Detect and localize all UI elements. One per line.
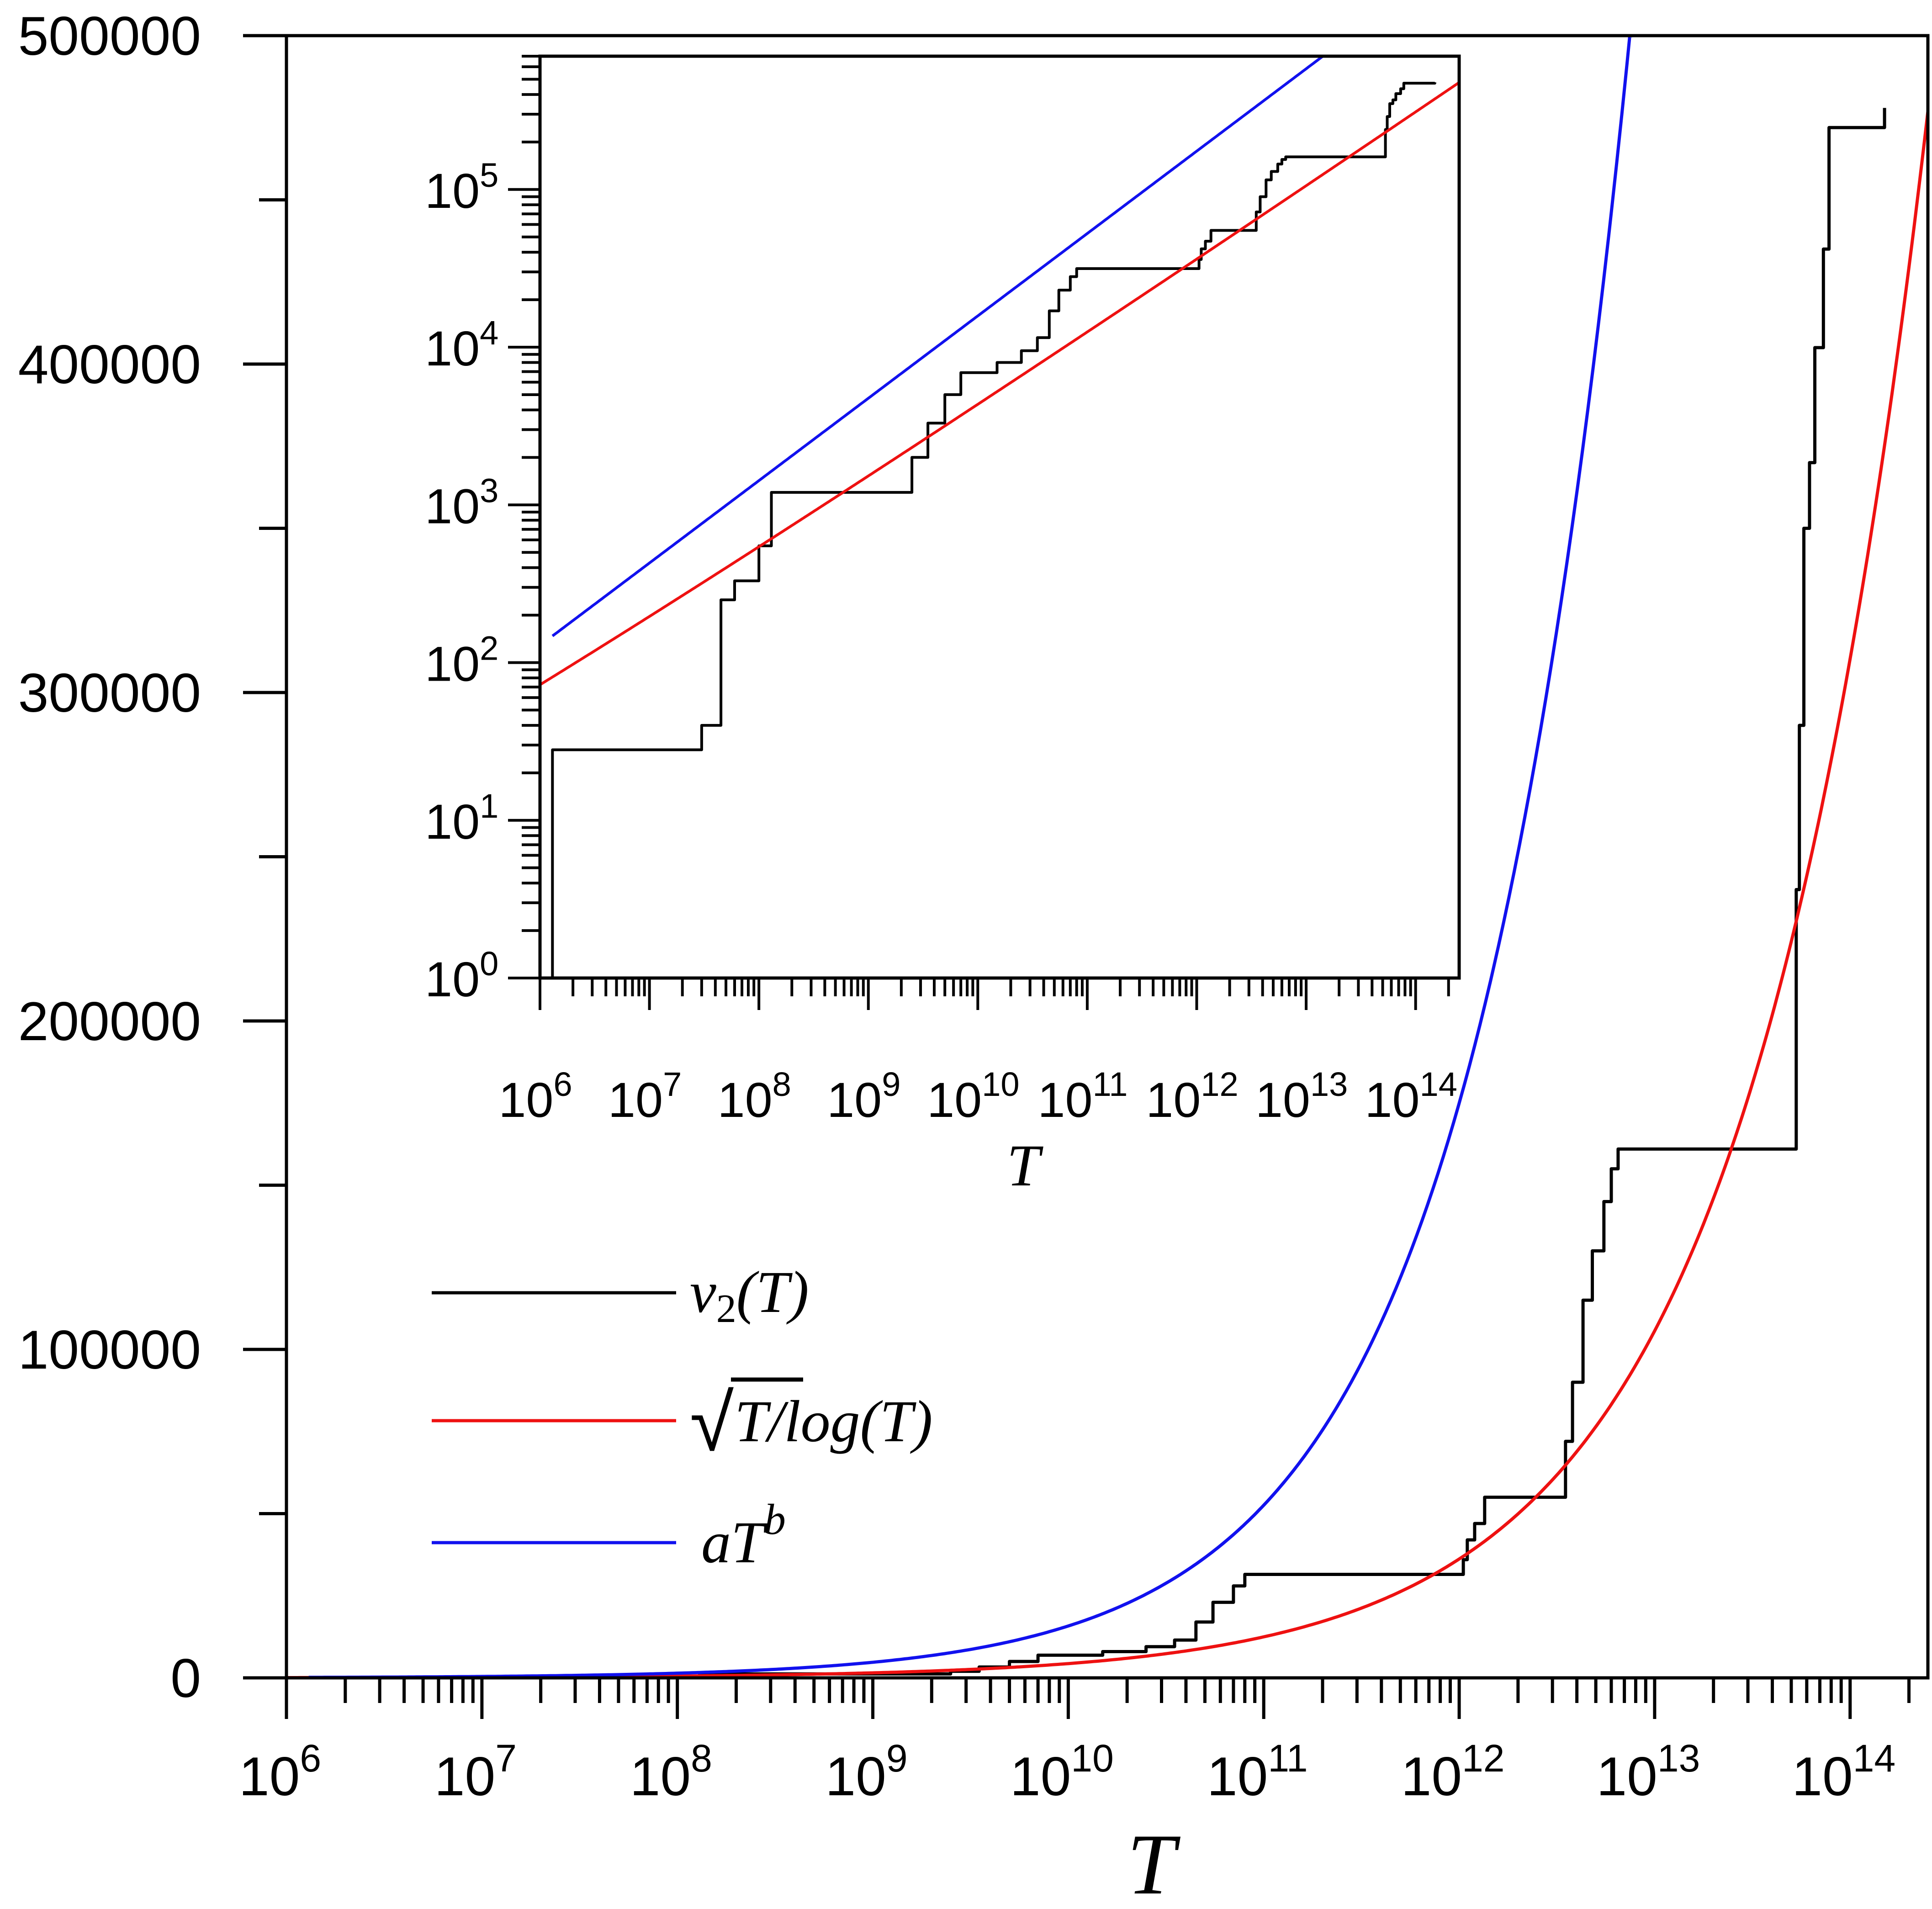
inset-x-tick-label: 1010 — [927, 1065, 1019, 1127]
legend-fit-main: aT — [701, 1510, 768, 1576]
legend-fit-superscript: b — [764, 1495, 786, 1544]
legend-nu2-subscript: 2 — [716, 1287, 736, 1331]
inset-x-tick-label: 1014 — [1365, 1065, 1457, 1127]
main-x-axis-label: T — [1127, 1817, 1180, 1909]
inset-series-layer — [539, 55, 1460, 978]
inset-x-tick-label: 106 — [498, 1065, 572, 1127]
inset-series-nu2 — [551, 82, 1436, 978]
inset-y-tick-label: 102 — [425, 629, 498, 692]
main-series-fit — [308, 34, 1885, 1679]
inset-plot-frame — [538, 54, 1461, 980]
main-y-tick-label: 0 — [170, 1648, 201, 1709]
main-y-ticks — [243, 34, 286, 1680]
inset-y-ticks — [508, 55, 540, 979]
main-x-tick-label: 107 — [434, 1737, 517, 1807]
main-x-tick-label: 1013 — [1596, 1737, 1700, 1807]
legend-sqrt-T: T — [735, 1389, 771, 1454]
inset-y-tick-label: 101 — [425, 787, 498, 849]
main-x-tick-label: 1014 — [1792, 1737, 1895, 1807]
inset-series-sqrt — [539, 81, 1460, 686]
legend-label-nu2: ν2(T) — [690, 1259, 809, 1331]
inset-y-tick-label: 104 — [425, 314, 498, 376]
main-x-tick-label: 108 — [630, 1737, 712, 1807]
legend-sqrt-root: √ — [690, 1379, 734, 1468]
main-plot: 106 107 108 109 1010 1011 1012 1013 1014 0100000… — [18, 5, 1930, 1909]
main-x-tick-label: 1010 — [1010, 1737, 1114, 1807]
legend-label-fit: aTb — [701, 1495, 786, 1576]
inset-x-tick-label: 1011 — [1037, 1065, 1127, 1127]
main-y-tick-label: 400000 — [18, 334, 201, 395]
legend-label-sqrt: T/log(T) — [735, 1389, 932, 1454]
legend: ν2(T) √ T/log(T) aTb — [432, 1259, 932, 1576]
inset-x-tick-label: 109 — [827, 1065, 900, 1127]
inset-x-tick-labels: 106 107 108 109 1010 1011 1012 1013 1014 — [498, 1065, 1457, 1127]
main-x-tick-labels: 106 107 108 109 1010 1011 1012 1013 1014 — [239, 1737, 1895, 1807]
inset-y-tick-labels: 100 101 102 103 104 105 — [425, 156, 498, 1007]
inset-x-tick-label: 107 — [608, 1065, 682, 1127]
main-x-tick-label: 1012 — [1401, 1737, 1505, 1807]
legend-nu2-tail: (T) — [736, 1259, 809, 1325]
legend-nu2-symbol: ν — [690, 1259, 716, 1325]
main-y-tick-label: 300000 — [18, 662, 201, 724]
inset-plot: 106 107 108 109 1010 1011 1012 1013 1014 1001011… — [425, 54, 1461, 1199]
inset-x-axis-label: T — [1007, 1133, 1043, 1199]
main-series-nu2 — [307, 108, 1886, 1680]
inset-y-tick-label: 100 — [425, 945, 498, 1007]
legend-sqrt-tail: /log(T) — [765, 1389, 932, 1454]
inset-series-fit — [551, 55, 1435, 637]
inset-y-tick-label: 103 — [425, 471, 498, 534]
inset-x-tick-label: 1013 — [1255, 1065, 1348, 1127]
main-y-tick-labels: 0 100000 200000 300000 400000 500000 — [18, 5, 201, 1709]
main-y-tick-label: 500000 — [18, 5, 201, 67]
main-y-tick-label: 200000 — [18, 991, 201, 1052]
inset-x-tick-label: 1012 — [1146, 1065, 1238, 1127]
main-x-ticks — [285, 1678, 1911, 1719]
inset-y-tick-label: 105 — [425, 156, 498, 218]
main-y-tick-label: 100000 — [18, 1319, 201, 1380]
inset-x-ticks — [539, 978, 1450, 1010]
main-x-tick-label: 106 — [239, 1737, 321, 1807]
main-x-tick-label: 1011 — [1207, 1737, 1308, 1807]
inset-x-tick-label: 108 — [718, 1065, 791, 1127]
main-x-tick-label: 109 — [825, 1737, 907, 1807]
inset-background — [540, 56, 1459, 978]
